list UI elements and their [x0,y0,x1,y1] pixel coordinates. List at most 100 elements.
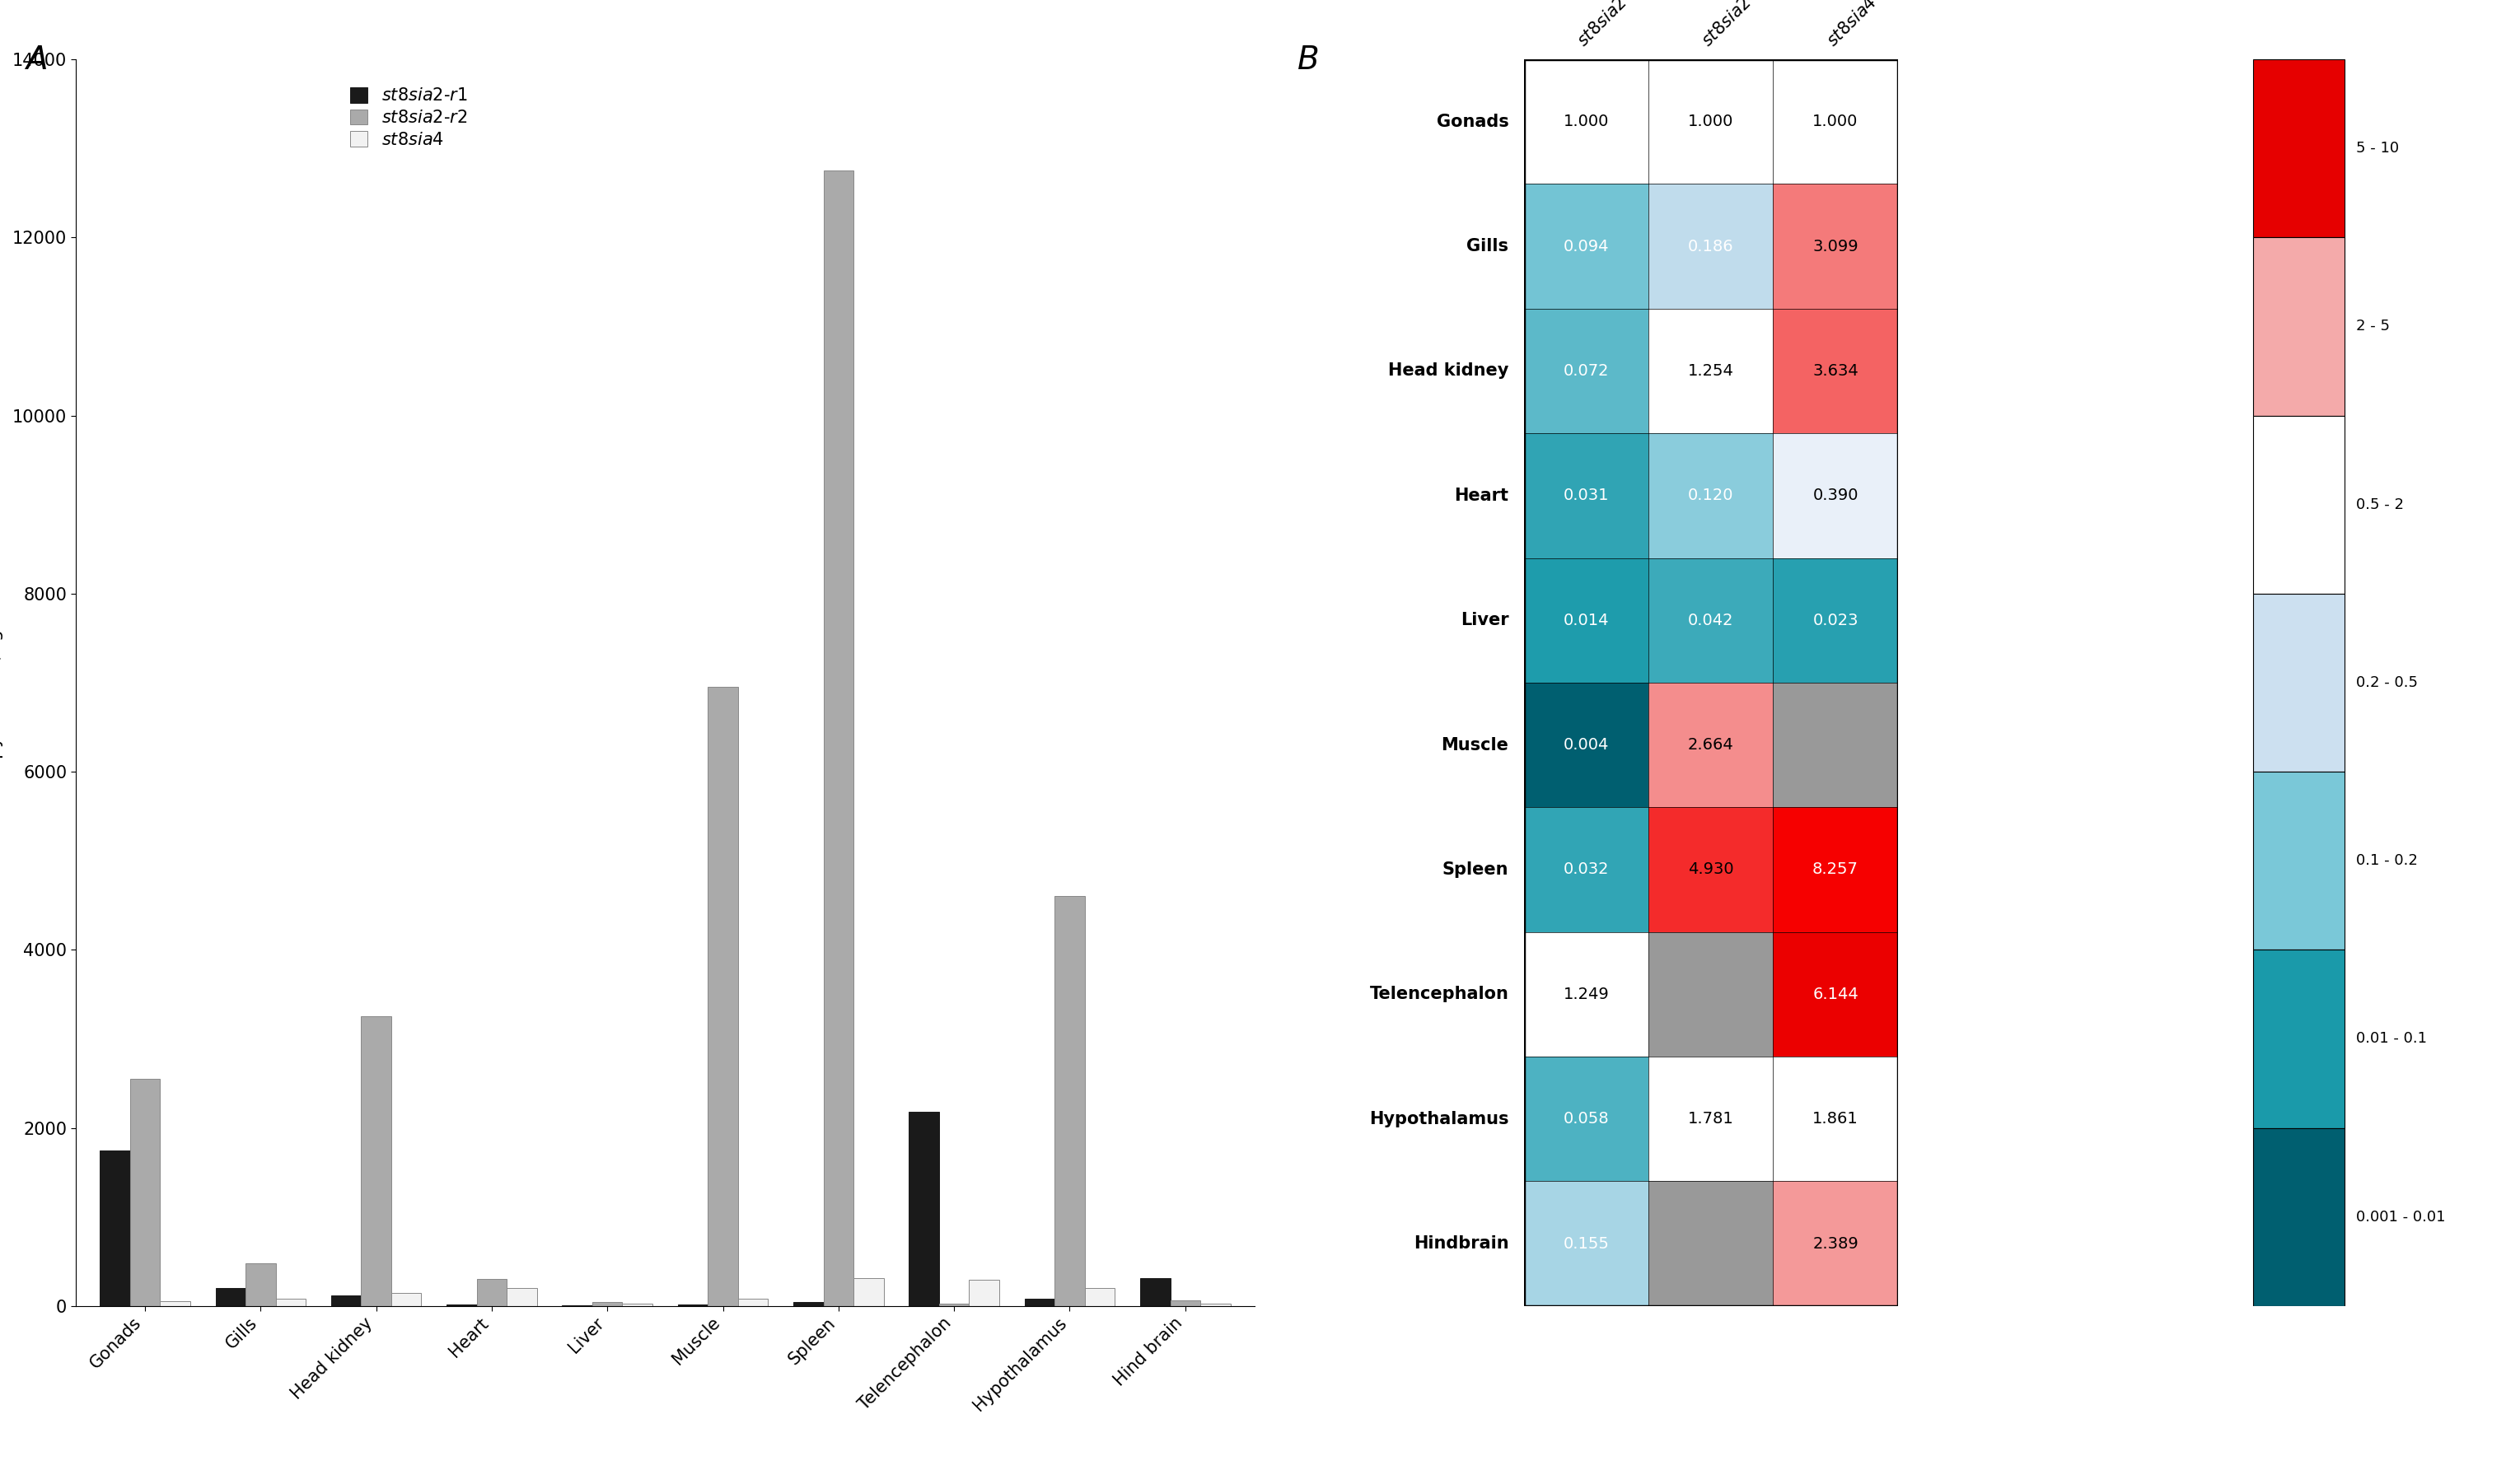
Bar [1774,433,1898,558]
Bar [2253,772,2344,950]
Bar [2253,950,2344,1128]
Text: 1.000: 1.000 [1562,114,1608,129]
Bar [1648,184,1774,309]
Text: $\mathit{st8sia4}$: $\mathit{st8sia4}$ [1824,0,1880,49]
Text: 0.2 - 0.5: 0.2 - 0.5 [2356,675,2417,690]
Y-axis label: copy number/ng RNA: copy number/ng RNA [0,585,3,781]
Text: 0.023: 0.023 [1812,613,1857,628]
Text: 0.390: 0.390 [1812,488,1857,503]
Text: 0.01 - 0.1: 0.01 - 0.1 [2356,1031,2427,1046]
Bar [217,1288,244,1306]
Text: 1.000: 1.000 [1688,114,1734,129]
Text: 0.094: 0.094 [1562,239,1608,254]
Bar [1774,558,1898,683]
Bar [1525,1057,1648,1181]
Bar [1525,1181,1648,1306]
Text: Hindbrain: Hindbrain [1414,1235,1509,1252]
Bar [360,1017,391,1306]
Legend: $\mathit{st8sia2}$-$\mathit{r1}$, $\mathit{st8sia2}$-$\mathit{r2}$, $\mathit{st8: $\mathit{st8sia2}$-$\mathit{r1}$, $\math… [343,80,474,154]
Text: 0.1 - 0.2: 0.1 - 0.2 [2356,853,2417,868]
Text: 0.001 - 0.01: 0.001 - 0.01 [2356,1209,2444,1224]
Bar [1774,807,1898,932]
Bar [1525,433,1648,558]
Bar [476,1279,507,1306]
Bar [275,1298,305,1306]
Bar [622,1303,653,1306]
Text: 2.389: 2.389 [1812,1236,1857,1251]
Text: $\mathit{st8sia2}$-$\mathit{r2}$: $\mathit{st8sia2}$-$\mathit{r2}$ [1698,0,1772,49]
Bar [1525,807,1648,932]
Bar [1169,1300,1200,1306]
Text: 1.781: 1.781 [1688,1112,1734,1126]
Bar [1774,1057,1898,1181]
Bar [507,1288,537,1306]
Bar [244,1263,275,1306]
Bar [1525,309,1648,433]
Text: Liver: Liver [1462,611,1509,629]
Text: 5 - 10: 5 - 10 [2356,141,2399,156]
Bar [1774,683,1898,807]
Bar [854,1278,885,1306]
Text: Spleen: Spleen [1441,861,1509,879]
Bar [824,171,854,1306]
Text: Head kidney: Head kidney [1389,362,1509,380]
Text: B: B [1298,45,1320,76]
Bar [1774,1181,1898,1306]
Bar [2253,1128,2344,1306]
Text: 1.249: 1.249 [1562,987,1610,1002]
Text: Gills: Gills [1467,237,1509,255]
Bar [1056,896,1084,1306]
Text: 0.155: 0.155 [1562,1236,1610,1251]
Bar [1084,1288,1114,1306]
Bar [708,687,738,1306]
Bar [1525,558,1648,683]
Bar [1648,683,1774,807]
Text: 0.120: 0.120 [1688,488,1734,503]
Bar [1774,184,1898,309]
Text: A: A [25,45,48,76]
Bar [592,1303,622,1306]
Bar [1648,433,1774,558]
Bar [1200,1303,1230,1306]
Bar [1774,309,1898,433]
Bar [1026,1298,1056,1306]
Bar [970,1281,998,1306]
Text: 0.014: 0.014 [1562,613,1608,628]
Bar [1648,309,1774,433]
Text: 1.861: 1.861 [1812,1112,1857,1126]
Text: 2 - 5: 2 - 5 [2356,319,2389,334]
Text: 0.072: 0.072 [1562,364,1608,378]
Text: 6.144: 6.144 [1812,987,1857,1002]
Bar [2253,594,2344,772]
Text: 0.042: 0.042 [1688,613,1734,628]
Text: 0.058: 0.058 [1562,1112,1608,1126]
Bar [2253,59,2344,237]
Bar [738,1298,769,1306]
Text: 8.257: 8.257 [1812,862,1857,877]
Bar [794,1303,824,1306]
Text: Heart: Heart [1454,487,1509,505]
Text: 0.5 - 2: 0.5 - 2 [2356,497,2404,512]
Text: 1.254: 1.254 [1688,364,1734,378]
Bar [131,1079,159,1306]
Bar [391,1293,421,1306]
Text: 0.004: 0.004 [1562,738,1608,752]
Bar [101,1150,131,1306]
Bar [1648,807,1774,932]
Bar [159,1301,189,1306]
Text: 3.099: 3.099 [1812,239,1857,254]
Text: 1.000: 1.000 [1812,114,1857,129]
Text: $\mathit{st8sia2}$-$\mathit{r1}$: $\mathit{st8sia2}$-$\mathit{r1}$ [1575,0,1648,49]
Bar [1525,683,1648,807]
Bar [1648,932,1774,1057]
Text: 2.664: 2.664 [1688,738,1734,752]
Bar [330,1296,360,1306]
Bar [446,1304,476,1306]
Text: Hypothalamus: Hypothalamus [1368,1110,1509,1128]
Bar [2253,237,2344,416]
Bar [1525,184,1648,309]
Bar [910,1112,940,1306]
Bar [1525,59,1648,184]
Text: 0.031: 0.031 [1562,488,1608,503]
Bar [1139,1278,1169,1306]
